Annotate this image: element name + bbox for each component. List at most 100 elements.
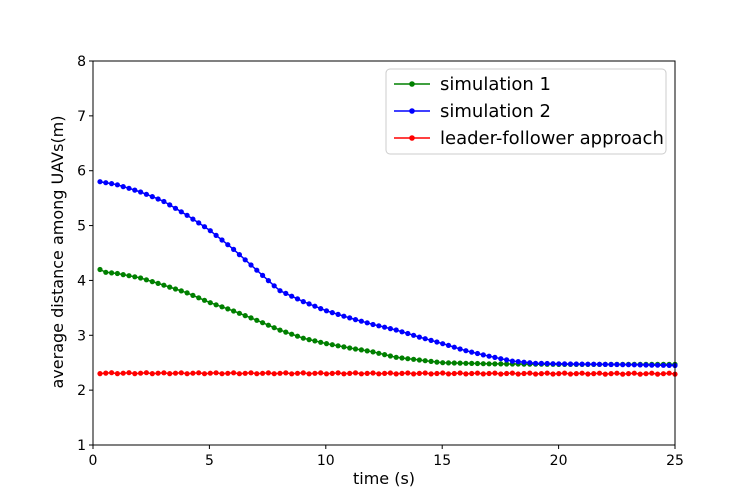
data-point	[318, 370, 324, 376]
data-point	[167, 284, 173, 290]
data-point	[184, 212, 190, 218]
data-point	[114, 270, 120, 277]
data-point	[335, 343, 341, 349]
data-point	[254, 317, 260, 323]
data-point	[567, 371, 574, 377]
data-point	[225, 370, 231, 376]
data-point	[660, 371, 667, 377]
data-point	[294, 333, 301, 339]
data-point	[190, 370, 196, 376]
data-point	[201, 297, 208, 303]
data-point	[492, 354, 498, 360]
legend: simulation 1 simulation 2 leader-follower …	[385, 68, 667, 155]
data-point	[474, 350, 481, 357]
data-point	[579, 370, 585, 376]
data-point	[416, 370, 422, 376]
data-point	[114, 182, 120, 188]
series-line	[99, 371, 676, 375]
data-point	[405, 370, 411, 376]
data-point	[341, 344, 347, 350]
data-point	[260, 320, 266, 326]
data-point	[312, 338, 318, 344]
data-point	[300, 370, 306, 376]
data-point	[184, 290, 190, 296]
data-point	[323, 371, 330, 377]
data-point	[422, 336, 428, 342]
data-point	[451, 344, 457, 350]
data-point	[358, 371, 364, 377]
data-point	[649, 362, 655, 368]
data-point	[486, 353, 492, 359]
data-point	[538, 360, 545, 366]
data-point	[236, 252, 242, 258]
data-point	[486, 361, 492, 367]
data-point	[422, 370, 428, 376]
data-point	[631, 362, 637, 368]
data-point	[509, 358, 515, 364]
data-point	[283, 329, 289, 335]
data-point	[486, 370, 492, 377]
data-point	[637, 371, 643, 377]
data-point	[300, 335, 306, 341]
legend-swatch-marker	[409, 108, 415, 114]
plot-area	[97, 179, 678, 377]
data-point	[428, 358, 434, 364]
data-point	[411, 332, 417, 338]
data-point	[382, 370, 388, 376]
data-point	[527, 370, 533, 376]
data-point	[271, 325, 277, 331]
data-point	[231, 246, 237, 252]
data-point	[602, 371, 608, 377]
y-tick-label: 3	[77, 328, 86, 344]
data-point	[149, 279, 155, 285]
data-point	[271, 371, 277, 377]
data-point	[550, 361, 556, 367]
data-point	[271, 283, 277, 289]
data-point	[352, 370, 359, 376]
data-point	[161, 282, 167, 288]
data-point	[178, 209, 184, 215]
data-point	[440, 370, 446, 376]
data-point	[376, 371, 382, 377]
data-point	[591, 371, 597, 377]
data-point	[480, 371, 486, 377]
data-point	[172, 286, 179, 292]
data-point	[509, 370, 515, 376]
data-point	[207, 300, 213, 306]
data-point	[660, 362, 667, 368]
data-point	[254, 267, 260, 273]
data-point	[347, 370, 353, 376]
data-point	[196, 295, 202, 301]
legend-swatch-marker	[409, 81, 415, 87]
data-point	[155, 280, 161, 286]
data-point	[126, 370, 132, 376]
data-point	[504, 357, 510, 363]
data-point	[445, 371, 452, 377]
data-point	[120, 272, 126, 278]
data-point	[341, 371, 347, 377]
data-point	[178, 370, 184, 376]
data-point	[533, 371, 539, 377]
data-point	[440, 360, 446, 366]
data-point	[625, 362, 632, 368]
data-point	[620, 371, 626, 377]
data-point	[97, 179, 103, 185]
data-point	[498, 361, 504, 367]
data-point	[352, 317, 359, 323]
data-point	[556, 371, 562, 377]
data-point	[451, 360, 457, 366]
y-tick-label: 5	[77, 219, 86, 235]
legend-swatch-marker	[409, 135, 415, 141]
data-point	[335, 311, 341, 317]
series-line	[99, 180, 676, 367]
data-point	[231, 308, 237, 314]
plot-frame	[92, 60, 676, 446]
data-point	[207, 370, 213, 376]
data-point	[416, 357, 422, 363]
data-point	[521, 370, 527, 377]
data-point	[201, 224, 208, 230]
data-point	[550, 371, 556, 377]
data-point	[533, 360, 539, 366]
data-point	[231, 370, 237, 376]
data-point	[277, 288, 283, 294]
